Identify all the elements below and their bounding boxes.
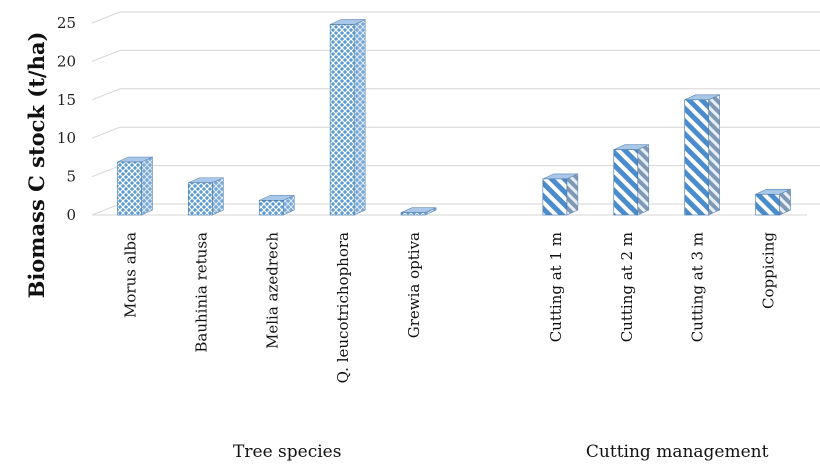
- bar-front: [329, 24, 355, 216]
- bar: [188, 177, 224, 216]
- bar-front: [117, 161, 142, 216]
- bar-front: [188, 182, 213, 216]
- bar-layer: [117, 19, 791, 216]
- bar-side: [141, 156, 153, 216]
- bar-side: [708, 94, 720, 216]
- category-label: Melia azedrech: [263, 232, 281, 349]
- bar-front: [542, 178, 568, 216]
- y-tick-label: 15: [57, 91, 76, 109]
- category-labels: Morus alba Bauhinia retusa Melia azedrech Q…: [121, 232, 777, 384]
- bar: [400, 207, 437, 216]
- category-label: Grewia optiva: [405, 232, 423, 338]
- bar-front: [684, 99, 709, 216]
- gridline: [91, 88, 820, 101]
- bar-side: [637, 144, 650, 216]
- bar-side: [353, 19, 366, 216]
- bar-front: [258, 200, 284, 216]
- group-label: Cutting management: [586, 442, 769, 462]
- bar: [117, 156, 153, 216]
- category-label: Morus alba: [121, 232, 139, 318]
- bar-side: [212, 177, 224, 216]
- bar: [542, 173, 579, 216]
- bar-front: [400, 212, 426, 216]
- y-tick-label: 20: [57, 52, 76, 70]
- group-labels: Tree species Cutting management: [233, 442, 769, 462]
- bar: [755, 188, 791, 216]
- bar-front: [755, 193, 780, 216]
- bar-front: [613, 149, 639, 216]
- y-axis-ticks: 0 5 10 15 20 25: [57, 14, 76, 224]
- y-axis-title: Biomass C stock (t/ha): [24, 32, 49, 299]
- y-tick-label: 25: [57, 14, 76, 32]
- bar: [329, 19, 366, 216]
- gridline: [91, 11, 820, 24]
- bar: [613, 144, 650, 216]
- bar: [258, 194, 295, 216]
- group-label: Tree species: [233, 442, 341, 462]
- y-tick-label: 5: [66, 168, 76, 186]
- gridline: [91, 126, 820, 139]
- category-label: Q. leucotrichophora: [334, 232, 352, 383]
- category-label: Cutting at 3 m: [689, 232, 707, 342]
- category-label: Cutting at 2 m: [618, 232, 636, 342]
- bar-side: [566, 173, 579, 216]
- category-label: Bauhinia retusa: [192, 232, 210, 353]
- category-label: Coppicing: [760, 232, 778, 309]
- y-tick-label: 0: [66, 206, 76, 224]
- y-tick-label: 10: [57, 129, 76, 147]
- category-label: Cutting at 1 m: [547, 232, 565, 342]
- gridline: [91, 49, 820, 62]
- bar: [684, 94, 720, 216]
